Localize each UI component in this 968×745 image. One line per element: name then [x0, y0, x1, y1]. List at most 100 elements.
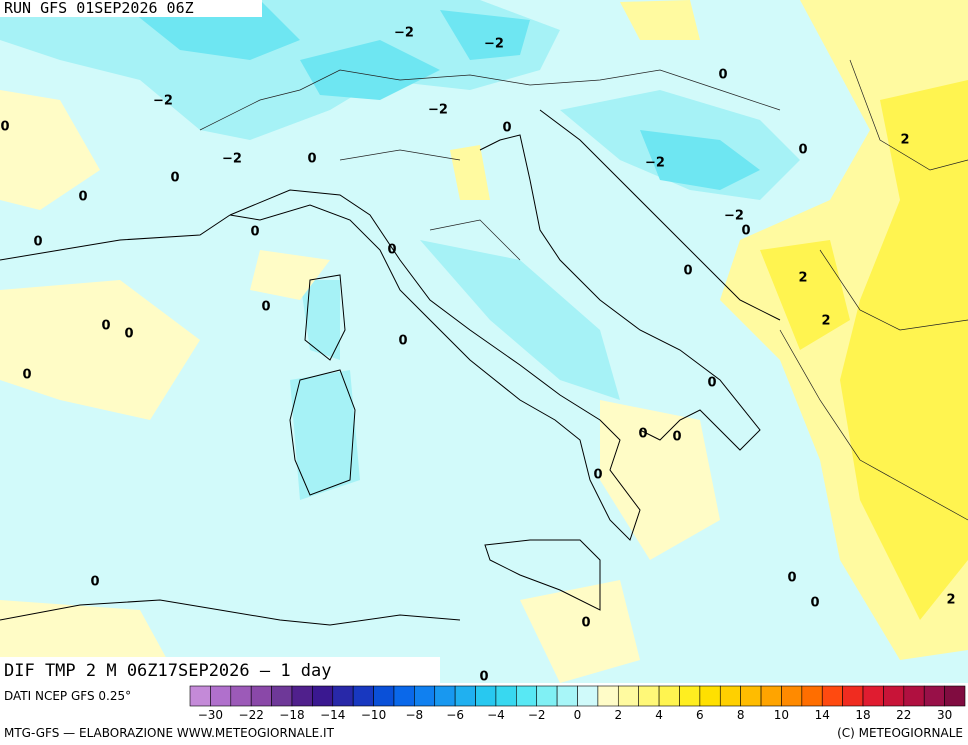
- contour-label: −2: [153, 94, 173, 109]
- contour-label: 0: [101, 319, 110, 334]
- colorbar-swatch: [393, 685, 415, 707]
- contour-label-text: −2: [428, 103, 448, 118]
- contour-label-text: −2: [724, 209, 744, 224]
- colorbar-swatch: [781, 685, 803, 707]
- contour-label-text: 0: [707, 376, 716, 391]
- contour-label-text: 0: [718, 68, 727, 83]
- colorbar-swatch: [760, 685, 782, 707]
- colorbar-label: −10: [361, 708, 386, 722]
- contour-label: 0: [22, 368, 31, 383]
- colorbar-swatch: [312, 685, 334, 707]
- colorbar-swatch: [883, 685, 905, 707]
- contour-label-text: 0: [810, 596, 819, 611]
- contour-label-text: 0: [787, 571, 796, 586]
- contour-label: 0: [90, 575, 99, 590]
- contour-label: 0: [707, 376, 716, 391]
- contour-label: 0: [672, 430, 681, 445]
- colorbar-swatch: [679, 685, 701, 707]
- colorbar-swatch: [516, 685, 538, 707]
- credit-right: (C) METEOGIORNALE: [837, 726, 963, 740]
- contour-label-text: 0: [502, 121, 511, 136]
- colorbar-swatch: [577, 685, 599, 707]
- contour-label: 0: [638, 427, 647, 442]
- colorbar-swatch: [373, 685, 395, 707]
- colorbar-swatch: [352, 685, 374, 707]
- colorbar-swatch: [658, 685, 680, 707]
- colorbar-label: −30: [198, 708, 223, 722]
- contour-label: 0: [479, 670, 488, 685]
- contour-label-text: 0: [479, 670, 488, 685]
- field-label-box: [0, 657, 440, 685]
- contour-label-text: 0: [672, 430, 681, 445]
- colorbar-label: −14: [320, 708, 345, 722]
- contour-label-text: 0: [398, 334, 407, 349]
- colorbar-swatch: [944, 685, 966, 707]
- contour-label-text: 0: [33, 235, 42, 250]
- contour-label-text: 0: [78, 190, 87, 205]
- contour-label: 0: [307, 152, 316, 167]
- contour-label: −2: [724, 209, 744, 224]
- contour-label: 0: [398, 334, 407, 349]
- contour-label: 0: [250, 225, 259, 240]
- colorbar-swatch: [475, 685, 497, 707]
- credit-left: MTG-GFS — ELABORAZIONE WWW.METEOGIORNALE…: [4, 726, 335, 740]
- contour-label-text: 2: [946, 593, 955, 608]
- colorbar-label: 14: [815, 708, 830, 722]
- source-label: DATI NCEP GFS 0.25°: [4, 689, 131, 703]
- contour-label: 0: [78, 190, 87, 205]
- contour-label-text: 0: [638, 427, 647, 442]
- contour-label-text: 2: [821, 314, 830, 329]
- contour-label: 2: [946, 593, 955, 608]
- contour-label: 0: [798, 143, 807, 158]
- contour-label-text: −2: [645, 156, 665, 171]
- contour-label: 0: [810, 596, 819, 611]
- contour-label: 0: [787, 571, 796, 586]
- colorbar-label: −22: [239, 708, 264, 722]
- run-label: RUN GFS 01SEP2026 06Z: [4, 0, 194, 17]
- contour-label: 0: [33, 235, 42, 250]
- contour-label: 0: [502, 121, 511, 136]
- colorbar-label: −18: [279, 708, 304, 722]
- colorbar-swatch: [719, 685, 741, 707]
- contour-label: −2: [484, 37, 504, 52]
- colorbar-swatch: [862, 685, 884, 707]
- colorbar-label: −6: [446, 708, 464, 722]
- contour-label-text: 0: [261, 300, 270, 315]
- colorbar: −30 −22 −18 −14 −10 −8 −6 −4 −2 0 2 4 6 8 10 14 18 22 30: [189, 685, 966, 722]
- colorbar-swatch: [250, 685, 272, 707]
- colorbar-swatch: [638, 685, 660, 707]
- colorbar-label: 6: [696, 708, 704, 722]
- colorbar-label: 0: [574, 708, 582, 722]
- coastlines: [0, 59, 968, 626]
- contour-label-text: 0: [22, 368, 31, 383]
- colorbar-swatch: [556, 685, 578, 707]
- colorbar-swatch: [291, 685, 313, 707]
- colorbar-label: 22: [896, 708, 911, 722]
- colorbar-swatch: [617, 685, 639, 707]
- contour-label-text: 0: [581, 616, 590, 631]
- colorbar-swatch: [740, 685, 762, 707]
- contour-label-text: −2: [153, 94, 173, 109]
- colorbar-swatch: [210, 685, 232, 707]
- contour-label-text: 2: [900, 133, 909, 148]
- colorbar-label: −4: [487, 708, 505, 722]
- colorbar-swatch: [434, 685, 456, 707]
- contour-label: 0: [593, 468, 602, 483]
- colorbar-label: 8: [737, 708, 745, 722]
- contour-label-text: 0: [798, 143, 807, 158]
- colorbar-label: 30: [937, 708, 952, 722]
- contour-label: 2: [798, 271, 807, 286]
- colorbar-swatch: [842, 685, 864, 707]
- contour-label-text: 0: [741, 224, 750, 239]
- colorbar-swatch: [597, 685, 619, 707]
- contour-label-text: 0: [250, 225, 259, 240]
- contour-label-text: 0: [101, 319, 110, 334]
- contour-label: 0: [261, 300, 270, 315]
- contour-label-text: 0: [307, 152, 316, 167]
- colorbar-swatch: [536, 685, 558, 707]
- contour-label: −2: [394, 26, 414, 41]
- contour-label: 0: [683, 264, 692, 279]
